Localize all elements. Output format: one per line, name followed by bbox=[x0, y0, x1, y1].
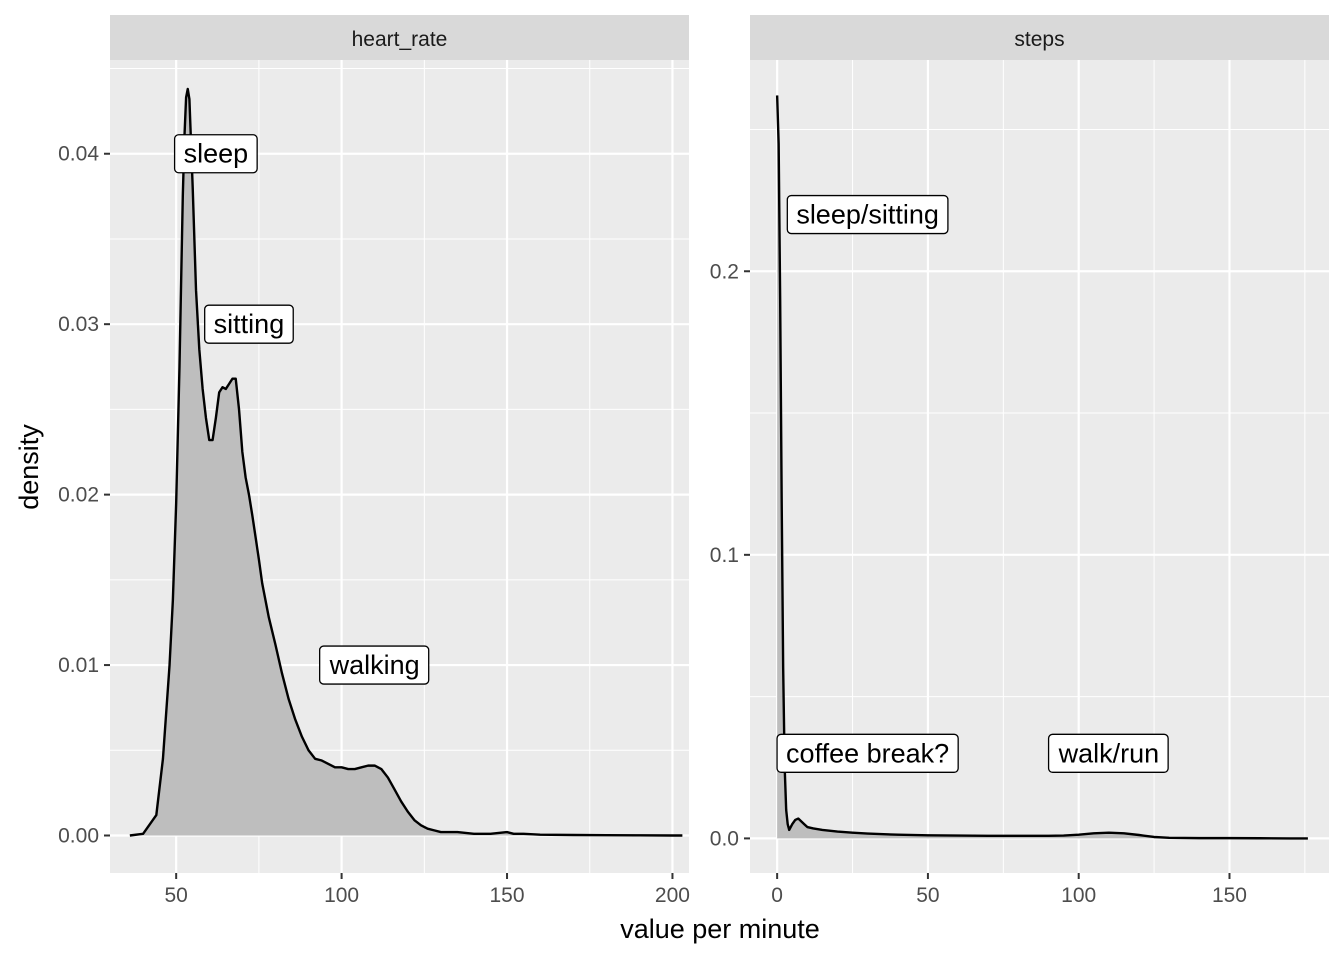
y-tick-label: 0.04 bbox=[58, 143, 99, 166]
annotation-label: walk/run bbox=[1047, 733, 1169, 773]
annotation-box bbox=[786, 194, 949, 235]
y-tick-label: 0.01 bbox=[58, 654, 99, 677]
x-tick-label: 200 bbox=[655, 884, 690, 907]
y-tick-label: 0.03 bbox=[58, 313, 99, 336]
x-tick-label: 150 bbox=[490, 884, 525, 907]
panel-steps: steps 0 50 100 150 0.0 0.1 0.2 sleep/sitting coff… bbox=[710, 15, 1329, 907]
density-area bbox=[129, 88, 683, 836]
annotation-box bbox=[776, 733, 959, 773]
facet-strip-label: heart_rate bbox=[352, 28, 448, 51]
annotation-text: sleep bbox=[184, 139, 249, 169]
annotation-box bbox=[319, 645, 430, 685]
y-tick-label: 0.1 bbox=[710, 544, 739, 567]
annotation-label: sleep bbox=[173, 134, 258, 174]
annotation-text: sitting bbox=[214, 309, 285, 339]
annotation-label: coffee break? bbox=[776, 733, 959, 773]
x-tick-label: 50 bbox=[164, 884, 187, 907]
annotation-text: walk/run bbox=[1058, 738, 1160, 768]
panel-heart-rate: heart_rate 50 100 150 200 0.00 0.01 0.02 0.03 0.0… bbox=[58, 15, 690, 907]
x-tick-label: 100 bbox=[1061, 884, 1096, 907]
x-tick-label: 150 bbox=[1212, 884, 1247, 907]
y-tick-label: 0.02 bbox=[58, 484, 99, 507]
annotation-text: sleep/sitting bbox=[796, 200, 939, 230]
y-tick-label: 0.0 bbox=[710, 827, 739, 850]
facet-strip bbox=[110, 15, 689, 60]
annotation-label: sitting bbox=[204, 304, 294, 344]
x-axis-title: value per minute bbox=[620, 914, 820, 944]
annotation-box bbox=[1047, 733, 1169, 773]
annotation-text: coffee break? bbox=[786, 738, 949, 768]
annotation-label: walking bbox=[319, 645, 430, 685]
x-tick-label: 0 bbox=[771, 884, 783, 907]
facet-strip-label: steps bbox=[1014, 28, 1064, 51]
y-tick-label: 0.2 bbox=[710, 260, 739, 283]
annotation-text: walking bbox=[329, 650, 420, 680]
y-axis-title: density bbox=[14, 424, 44, 510]
density-line bbox=[775, 95, 1308, 840]
y-tick-label: 0.00 bbox=[58, 825, 99, 848]
x-tick-label: 50 bbox=[916, 884, 939, 907]
annotation-label: sleep/sitting bbox=[786, 194, 949, 235]
annotation-box bbox=[173, 134, 258, 174]
x-tick-label: 100 bbox=[324, 884, 359, 907]
annotation-box bbox=[204, 304, 294, 344]
density-line bbox=[129, 87, 683, 837]
facet-strip bbox=[750, 15, 1329, 60]
